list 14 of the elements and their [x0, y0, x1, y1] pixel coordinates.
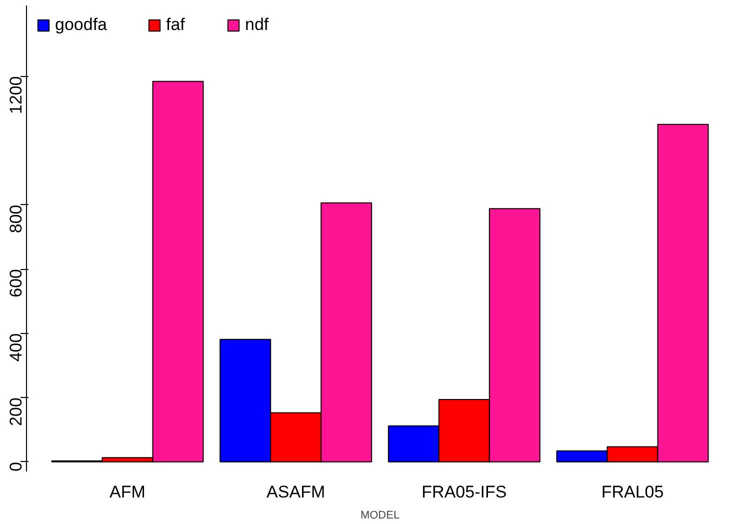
legend-label: ndf	[245, 15, 269, 35]
y-tick-label: 800	[6, 204, 26, 234]
x-axis-title: MODEL	[360, 510, 400, 522]
legend-label: goodfa	[55, 15, 107, 35]
y-tick-label: 600	[6, 269, 26, 298]
y-tick-label: 400	[6, 333, 26, 362]
y-tick-label: 200	[6, 398, 26, 426]
legend-label: faf	[166, 15, 186, 35]
y-tick-label: 1200	[6, 76, 26, 114]
x-tick-label: AFM	[110, 482, 146, 502]
x-tick-label: FRAL05	[601, 482, 664, 502]
x-tick-label: FRA05-IFS	[422, 482, 507, 502]
y-tick-label: 0	[6, 462, 26, 472]
x-tick-label: ASAFM	[266, 482, 326, 502]
